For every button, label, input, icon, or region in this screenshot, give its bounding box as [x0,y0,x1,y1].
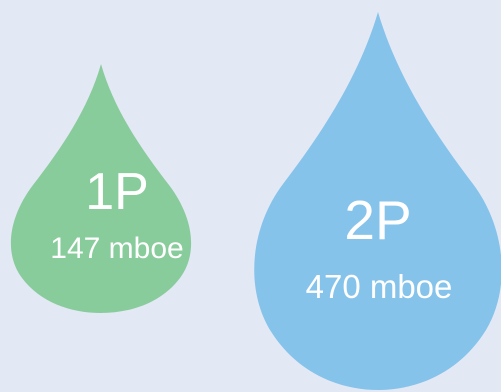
drop-2p-amount: 470 mboe [305,268,453,305]
drop-1p-amount: 147 mboe [50,232,184,265]
drop-2p-code: 2P [344,189,412,251]
drop-2p-shape [254,12,501,390]
drop-1p-code: 1P [85,163,149,221]
drop-1p-shape [10,64,192,313]
